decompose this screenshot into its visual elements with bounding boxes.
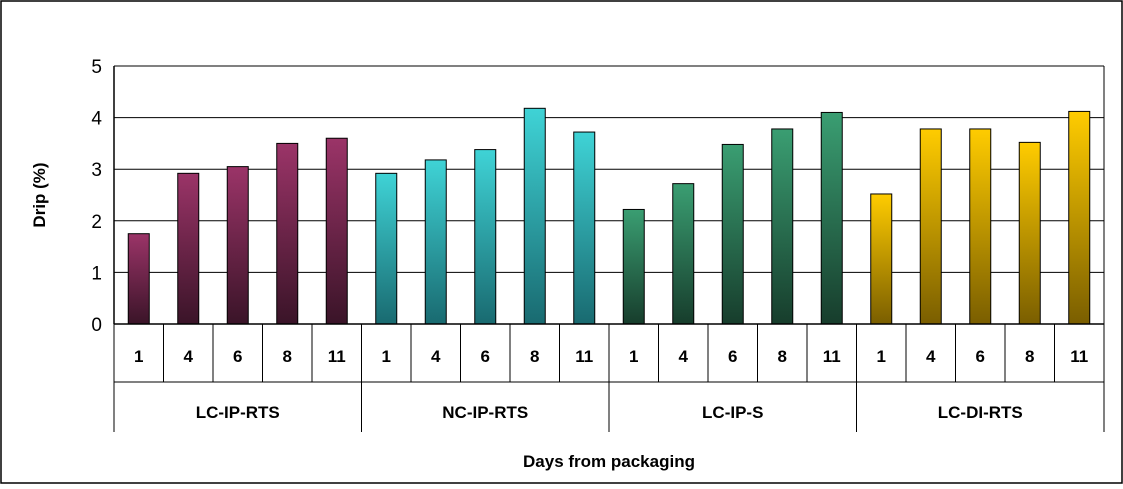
x-day-label: 8 [283,347,292,366]
bar [177,172,200,325]
bar [820,111,843,325]
bar [919,128,942,325]
bar [474,149,497,325]
x-day-label: 1 [629,347,638,366]
x-day-label: 11 [328,347,346,366]
y-tick-label: 5 [91,57,102,78]
bar [573,131,596,325]
bars [127,107,1091,325]
y-tick-label: 2 [91,212,102,233]
x-day-label: 11 [1070,347,1088,366]
axes: 0 1 2 3 4 5 [91,57,1105,432]
x-group-label: LC-IP-S [702,403,763,422]
x-day-label: 1 [134,347,143,366]
bar [325,137,348,325]
bar [127,233,150,325]
bar [424,159,447,325]
y-tick-label: 0 [91,315,102,336]
bar [672,183,695,325]
x-day-label: 4 [431,347,441,366]
bar [721,143,744,325]
bar [523,107,546,325]
x-group-label: LC-DI-RTS [938,403,1023,422]
x-day-label: 11 [823,347,841,366]
bar [622,208,645,325]
x-day-label: 8 [778,347,787,366]
x-day-label: 6 [233,347,242,366]
x-day-label: 1 [877,347,886,366]
x-day-label: 8 [1025,347,1034,366]
bar [1018,141,1041,325]
x-day-label: 11 [575,347,593,366]
x-day-label: 6 [481,347,490,366]
x-axis-title: Days from packaging [523,452,695,471]
bar [1068,110,1091,325]
bar [771,128,794,325]
x-day-label: 1 [382,347,391,366]
bar [276,142,299,325]
y-tick-label: 3 [91,160,102,181]
x-group-label: LC-IP-RTS [196,403,280,422]
x-group-label: NC-IP-RTS [442,403,528,422]
x-day-label: 4 [184,347,194,366]
x-day-label: 4 [926,347,936,366]
bar [870,193,893,325]
y-axis-title: Drip (%) [30,162,49,227]
y-tick-label: 4 [91,109,102,130]
x-day-label: 8 [530,347,539,366]
bar [969,128,992,325]
bar [375,172,398,325]
x-day-label: 4 [679,347,689,366]
x-day-label: 6 [976,347,985,366]
bar [226,166,249,325]
x-day-label: 6 [728,347,737,366]
y-tick-label: 1 [91,263,102,284]
